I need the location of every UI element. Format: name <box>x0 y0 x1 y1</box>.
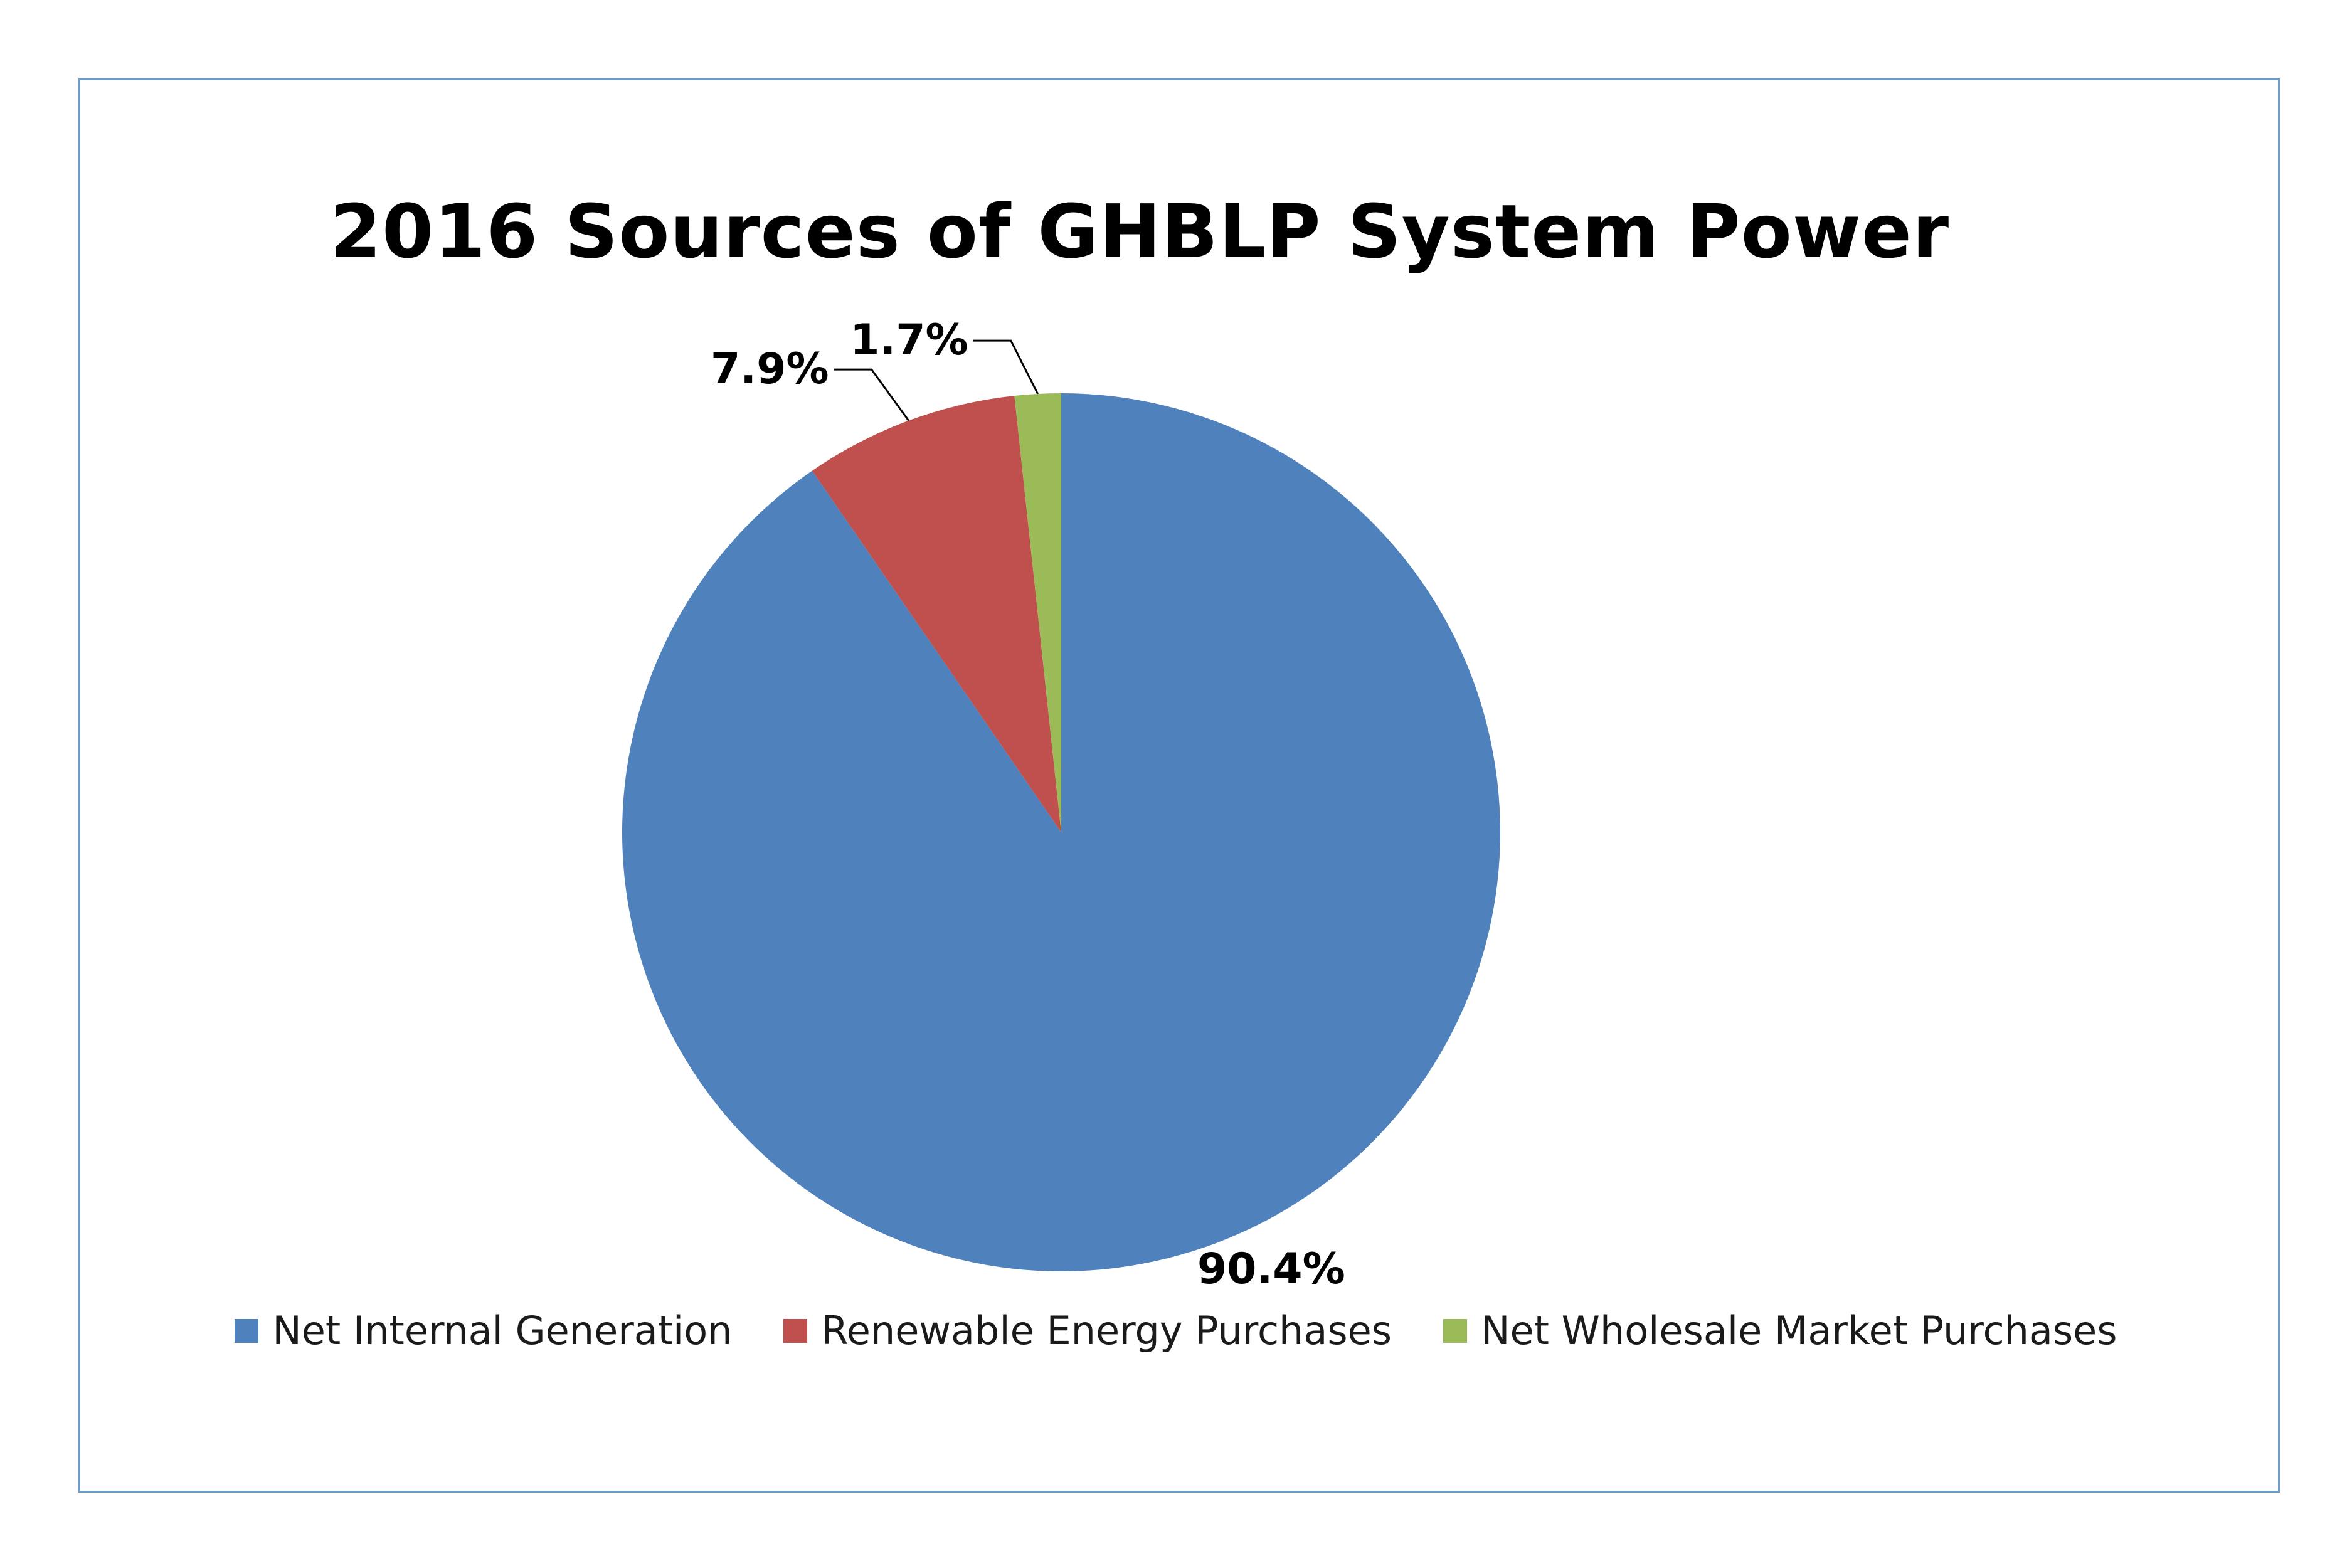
data-labels: 90.4% 7.9% 1.7% <box>711 315 1345 1294</box>
legend-label: Net Wholesale Market Purchases <box>1481 1308 2117 1353</box>
pie-slice-net-wholesale-market-purchases <box>1014 393 1061 832</box>
legend-swatch <box>235 1318 259 1343</box>
legend-item-net-wholesale-market-purchases: Net Wholesale Market Purchases <box>1443 1308 2117 1353</box>
legend-item-net-internal-generation: Net Internal Generation <box>235 1308 732 1353</box>
legend: Net Internal Generation Renewable Energy … <box>0 1308 2352 1353</box>
legend-item-renewable-energy-purchases: Renewable Energy Purchases <box>783 1308 1392 1353</box>
leader-line-net-wholesale-market-purchases <box>973 339 1039 395</box>
leader-line-renewable-energy-purchases <box>834 368 909 421</box>
legend-label: Renewable Energy Purchases <box>821 1308 1392 1353</box>
data-label-renewable-energy-purchases: 7.9% <box>711 344 829 394</box>
legend-label: Net Internal Generation <box>272 1308 733 1353</box>
leader-lines <box>834 339 1039 421</box>
legend-swatch <box>1443 1318 1468 1343</box>
data-label-net-wholesale-market-purchases: 1.7% <box>850 315 968 365</box>
chart-frame <box>78 78 2280 1493</box>
pie-slices <box>622 393 1500 1271</box>
data-label-net-internal-generation: 90.4% <box>1197 1244 1345 1294</box>
legend-swatch <box>783 1318 808 1343</box>
chart-title: 2016 Sources of GHBLP System Power <box>329 188 1950 275</box>
pie-slice-renewable-energy-purchases <box>812 395 1061 832</box>
